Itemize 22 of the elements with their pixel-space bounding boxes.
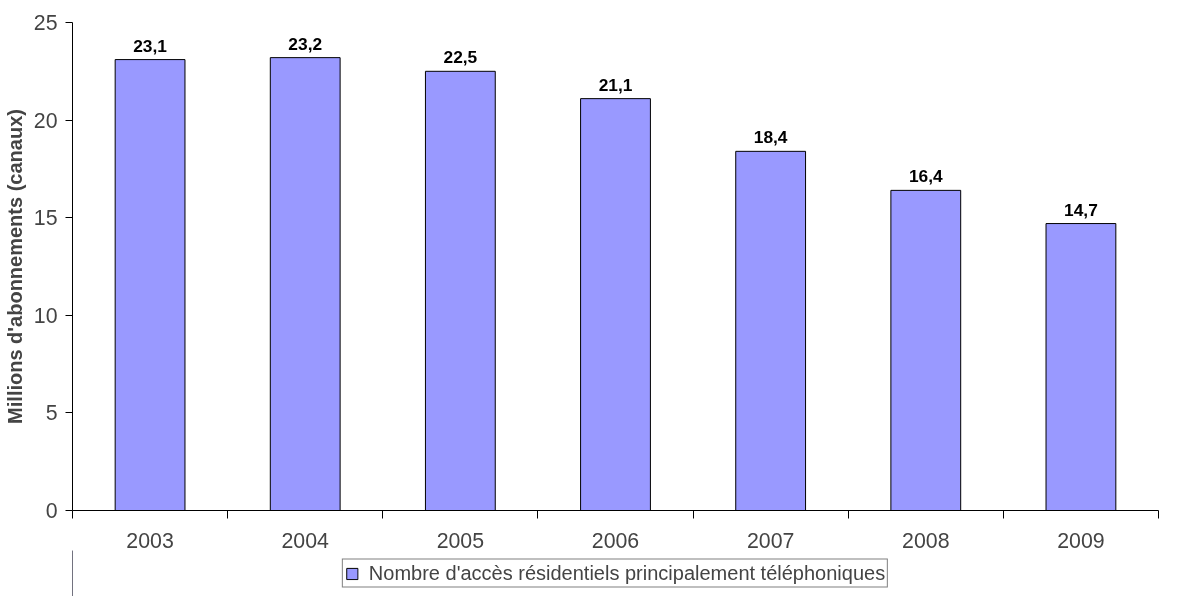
y-tick-label: 10: [33, 303, 58, 328]
data-label: 23,1: [133, 35, 168, 56]
data-label: 21,1: [598, 74, 633, 95]
y-tick-label: 5: [45, 401, 58, 426]
x-tick-label: 2005: [436, 528, 485, 553]
y-axis-title: Millions d'abonnements (canaux): [3, 109, 26, 424]
x-tick-label: 2004: [281, 528, 330, 553]
y-tick-label: 25: [33, 11, 58, 35]
data-label: 16,4: [908, 166, 944, 187]
y-tick-label: 15: [33, 206, 58, 231]
y-tick-label: 20: [33, 108, 58, 133]
x-tick-label: 2006: [591, 528, 640, 553]
y-tick-label: 0: [45, 499, 58, 523]
data-label: 14,7: [1064, 199, 1098, 220]
x-tick-label: 2003: [126, 528, 174, 553]
x-tick-label: 2008: [902, 528, 950, 553]
data-label: 22,5: [443, 47, 478, 68]
x-tick-label: 2009: [1057, 528, 1105, 553]
data-label: 18,4: [753, 127, 788, 148]
data-label: 23,2: [288, 33, 323, 54]
x-tick-label: 2007: [746, 528, 795, 553]
legend-label: Nombre d'accès résidentiels principalement téléphoniques: [368, 561, 886, 585]
